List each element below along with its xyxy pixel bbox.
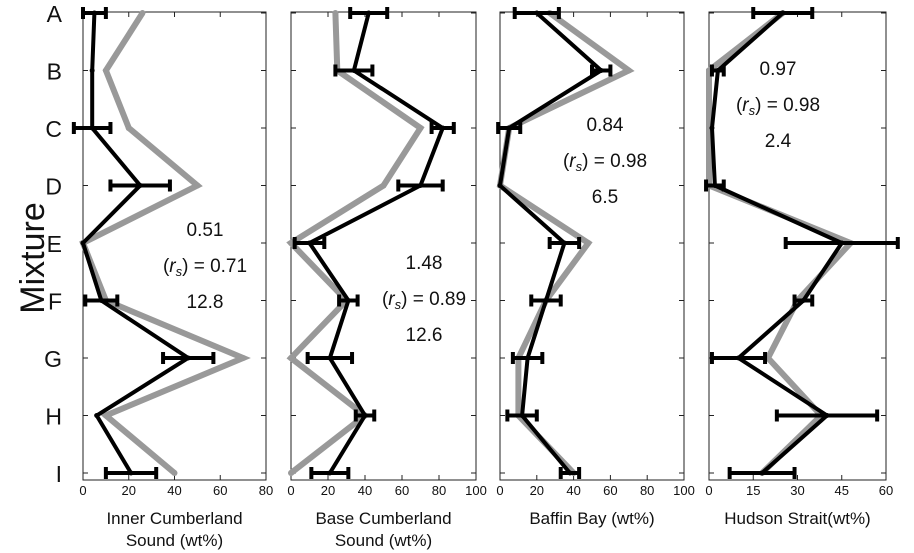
modeled-point (585, 240, 592, 246)
panel-frame (708, 11, 887, 481)
measured-point (80, 240, 86, 246)
category-label: I (56, 461, 62, 487)
modeled-point (625, 67, 632, 74)
panel: 0 20 40 60 80 100 Base Cumberland Sound (wt%) 1.… (286, 7, 487, 550)
modeled-point (139, 10, 146, 16)
x-tick-label: 100 (673, 483, 695, 498)
x-tick-label: 20 (321, 483, 335, 498)
modeled-point (240, 355, 247, 361)
stat-value-bottom: 12.8 (187, 292, 224, 313)
stat-value-top: 0.84 (587, 115, 624, 136)
measured-point (497, 183, 503, 188)
category-label: E (47, 231, 62, 257)
x-tick-label: 60 (213, 483, 227, 498)
modeled-point (417, 125, 424, 131)
category-label: B (47, 59, 62, 85)
x-tick-label: 0 (496, 483, 503, 498)
panel-frame (499, 11, 685, 481)
category-label: H (45, 404, 62, 430)
panel-frame (290, 11, 477, 481)
modeled-point (102, 412, 109, 419)
modeled-point (288, 470, 294, 476)
x-tick-label: 80 (259, 483, 273, 498)
stat-value-top: 0.97 (760, 59, 797, 80)
category-label: A (47, 1, 63, 27)
measured-point (709, 125, 715, 131)
modeled-point (102, 67, 109, 74)
x-tick-label: 40 (358, 483, 372, 498)
x-tick-label: 80 (640, 483, 654, 498)
panel: 0 20 40 60 80 100 Baffin Bay (wt%) 0.84 (rs) = 0… (496, 7, 695, 528)
x-tick-label: 100 (465, 483, 487, 498)
stat-correlation: (rs) = 0.98 (736, 95, 820, 118)
modeled-point (380, 182, 387, 189)
category-label: D (45, 174, 62, 200)
stat-correlation: (rs) = 0.71 (163, 256, 247, 279)
y-axis-label: Mixture (14, 202, 52, 313)
modeled-point (288, 240, 294, 246)
category-label: F (48, 289, 62, 315)
modeled-point (332, 10, 339, 16)
x-tick-label: 0 (705, 483, 712, 498)
x-tick-label: 60 (603, 483, 617, 498)
x-tick-label: 20 (530, 483, 544, 498)
modeled-point (125, 125, 132, 131)
panels: 0 20 40 60 80 Inner Cumberland Sound (wt%) 0.51… (71, 7, 900, 550)
modeled-point (194, 182, 201, 189)
x-axis-label: Sound (wt%) (126, 531, 223, 550)
x-axis-label: Hudson Strait(wt%) (724, 509, 870, 528)
x-tick-label: 80 (432, 483, 446, 498)
stat-correlation: (rs) = 0.89 (382, 289, 466, 312)
panel: 0 15 30 45 60 Hudson Strait(wt%) 0.97 (rs) = 0.… (704, 7, 900, 528)
modeled-series-line (79, 11, 251, 476)
measured-point (94, 413, 100, 418)
panel: 0 20 40 60 80 Inner Cumberland Sound (wt%) 0.51… (71, 7, 273, 550)
stat-value-top: 1.48 (406, 253, 443, 274)
x-tick-label: 30 (790, 483, 804, 498)
modeled-point (288, 355, 294, 361)
stat-value-bottom: 12.6 (406, 325, 443, 346)
x-axis-label: Sound (wt%) (335, 531, 432, 550)
measured-series-line (306, 12, 446, 475)
x-axis-label: Baffin Bay (wt%) (529, 509, 654, 528)
x-tick-label: 60 (395, 483, 409, 498)
category-label: C (45, 116, 62, 142)
x-axis-label: Base Cumberland (315, 509, 451, 528)
x-tick-label: 15 (746, 483, 760, 498)
x-tick-label: 40 (566, 483, 580, 498)
x-tick-label: 0 (79, 483, 86, 498)
x-tick-label: 45 (835, 483, 849, 498)
category-labels: A B C D E F G H I (44, 1, 63, 487)
stat-value-top: 0.51 (187, 220, 224, 241)
x-tick-label: 60 (879, 483, 893, 498)
x-tick-label: 20 (122, 483, 136, 498)
modeled-point (171, 470, 178, 476)
stat-correlation: (rs) = 0.98 (563, 151, 647, 174)
x-tick-label: 40 (167, 483, 181, 498)
x-axis-label: Inner Cumberland (106, 509, 242, 528)
stat-value-bottom: 6.5 (592, 187, 618, 208)
x-tick-label: 0 (287, 483, 294, 498)
stat-value-bottom: 2.4 (765, 131, 792, 152)
category-label: G (44, 346, 62, 372)
measured-point (89, 68, 95, 73)
